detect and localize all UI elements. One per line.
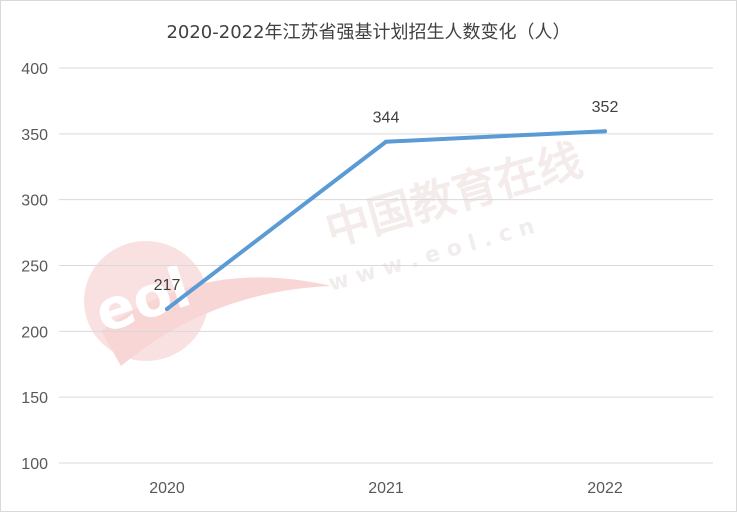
y-tick-label: 150 [21,390,48,407]
eol-logo: eol [84,241,331,366]
x-tick-label: 2020 [149,480,185,497]
data-point [603,129,607,134]
data-point [384,139,388,144]
chart-title: 2020-2022年江苏省强基计划招生人数变化（人） [166,22,571,43]
series-group [165,129,607,311]
y-axis: 100 150 200 250 300 350 400 [21,61,48,473]
data-label: 352 [592,99,619,116]
y-tick-label: 350 [21,127,48,144]
grid [59,67,713,464]
y-tick-label: 100 [21,456,48,473]
data-labels: 217 344 352 [154,99,619,294]
y-tick-label: 200 [21,324,48,341]
x-tick-label: 2022 [587,480,623,497]
y-tick-label: 300 [21,193,48,210]
y-tick-label: 400 [21,61,48,78]
data-point [165,306,169,311]
data-label: 217 [154,277,181,294]
data-label: 344 [373,110,400,127]
y-tick-label: 250 [21,259,48,276]
x-axis: 2020 2021 2022 [149,480,623,497]
x-tick-label: 2021 [368,480,404,497]
